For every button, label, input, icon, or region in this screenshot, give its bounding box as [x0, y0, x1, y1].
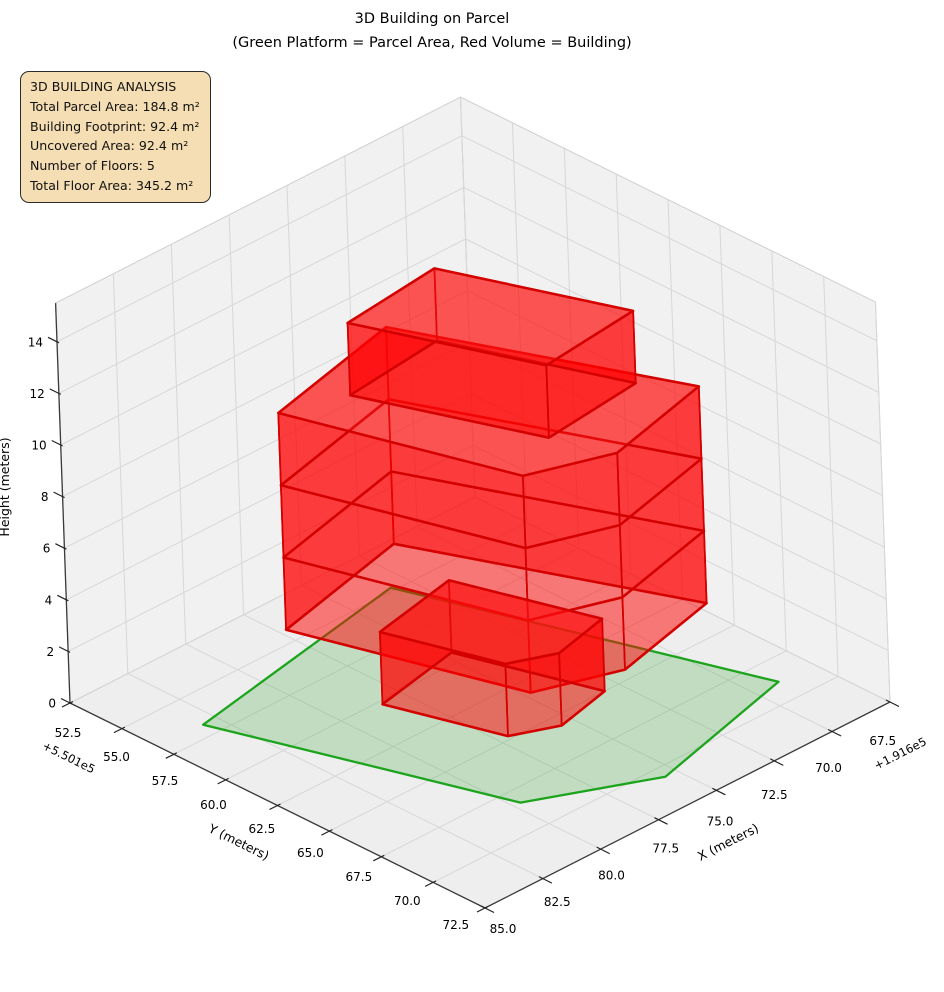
chart-title-line1: 3D Building on Parcel	[354, 11, 510, 27]
info-box-title: 3D BUILDING ANALYSIS	[30, 79, 177, 94]
z-tick-mark	[55, 543, 67, 550]
building-floor-outline-floor-1	[381, 651, 607, 738]
x-tick-mark	[770, 758, 784, 766]
grid-line-z-right	[465, 238, 881, 445]
y-tick-label: 70.0	[394, 894, 421, 908]
grid-line-z-left	[60, 238, 466, 446]
analysis-info-box: 3D BUILDING ANALYSIS Total Parcel Area: …	[20, 71, 211, 203]
grid-line-z-left	[58, 186, 465, 394]
grid-line-y-wall	[823, 276, 839, 677]
grid-line-x-wall	[170, 244, 187, 645]
x-tick-label: 72.5	[761, 788, 788, 802]
y-tick-mark	[373, 854, 385, 862]
z-tick-label: 2	[46, 645, 54, 659]
z-tick-mark	[47, 336, 60, 344]
y-tick-mark	[61, 700, 74, 708]
y-tick-mark	[476, 905, 489, 913]
info-line-footprint: Building Footprint: 92.4 m²	[30, 118, 200, 134]
axis-spine-x	[484, 701, 891, 909]
building-face-floor-1	[504, 652, 563, 737]
grid-line-z-right	[461, 135, 878, 342]
z-axis-label: Height (meters)	[0, 437, 12, 536]
x-tick-mark	[596, 846, 610, 855]
z-tick-mark	[60, 697, 73, 705]
z-tick-label: 6	[43, 542, 51, 556]
x-tick-mark	[480, 905, 495, 914]
z-tick-label: 14	[28, 335, 43, 349]
y-tick-label: 55.0	[103, 750, 130, 764]
y-tick-mark	[269, 803, 281, 811]
y-tick-mark	[424, 880, 437, 887]
grid-line-y-wall	[875, 302, 891, 703]
z-tick-label: 10	[31, 439, 46, 453]
z-tick-label: 0	[48, 697, 56, 711]
x-tick-mark	[712, 787, 726, 796]
z-tick-label: 8	[41, 490, 49, 504]
grid-line-z-left	[56, 135, 463, 343]
y-tick-label: 52.5	[55, 726, 82, 740]
y-tick-label: 60.0	[200, 798, 227, 812]
chart-title-line2: (Green Platform = Parcel Area, Red Volum…	[232, 35, 632, 51]
y-tick-label: 67.5	[345, 870, 372, 884]
x-tick-label: 80.0	[598, 868, 625, 882]
grid-line-y-floor	[381, 650, 787, 858]
x-tick-mark	[885, 699, 900, 708]
x-tick-mark	[538, 876, 553, 884]
info-line-floor-area: Total Floor Area: 345.2 m²	[30, 177, 194, 193]
y-tick-label: 65.0	[297, 846, 324, 860]
grid-line-z-right	[463, 186, 880, 393]
x-tick-label: 82.5	[544, 895, 571, 909]
building-top-face-floor-1	[378, 578, 604, 666]
z-tick-mark	[51, 439, 63, 447]
y-tick-label: 57.5	[152, 774, 179, 788]
grid-line-y-floor	[432, 675, 839, 883]
z-tick-mark	[57, 594, 69, 602]
building-floor-outline-floors-2-4	[279, 397, 703, 550]
grid-line-x-wall	[228, 214, 245, 615]
info-line-uncovered: Uncovered Area: 92.4 m²	[30, 138, 189, 154]
building-top-face-floor-5	[346, 267, 635, 367]
grid-line-y-wall	[771, 250, 787, 651]
x-tick-mark	[827, 728, 842, 737]
x-tick-mark	[654, 817, 668, 825]
z-tick-mark	[49, 388, 62, 395]
x-tick-label: 77.5	[652, 842, 679, 856]
x-tick-label: 75.0	[707, 815, 734, 829]
y-tick-label: 62.5	[249, 822, 276, 836]
z-tick-mark	[58, 646, 71, 653]
y-tick-label: 72.5	[442, 918, 469, 932]
z-tick-mark	[53, 491, 65, 499]
z-tick-label: 4	[45, 593, 53, 607]
axis-spine-z	[54, 303, 71, 704]
chart-title: 3D Building on Parcel (Green Platform = …	[0, 7, 864, 55]
z-tick-label: 12	[30, 387, 45, 401]
building-floor-outline-floor-5	[348, 339, 638, 440]
info-line-parcel-area: Total Parcel Area: 184.8 m²	[30, 98, 200, 114]
y-tick-mark	[321, 829, 333, 836]
x-tick-label: 70.0	[815, 761, 842, 775]
y-tick-mark	[217, 777, 229, 785]
grid-line-y-wall	[719, 225, 735, 626]
info-line-floors: Number of Floors: 5	[30, 158, 155, 174]
y-axis-offset-text: +5.501e5	[40, 739, 97, 777]
x-tick-label: 67.5	[869, 734, 896, 748]
y-tick-mark	[113, 726, 126, 734]
y-tick-mark	[165, 752, 178, 759]
x-tick-label: 85.0	[490, 922, 517, 936]
grid-line-x-wall	[112, 273, 129, 674]
